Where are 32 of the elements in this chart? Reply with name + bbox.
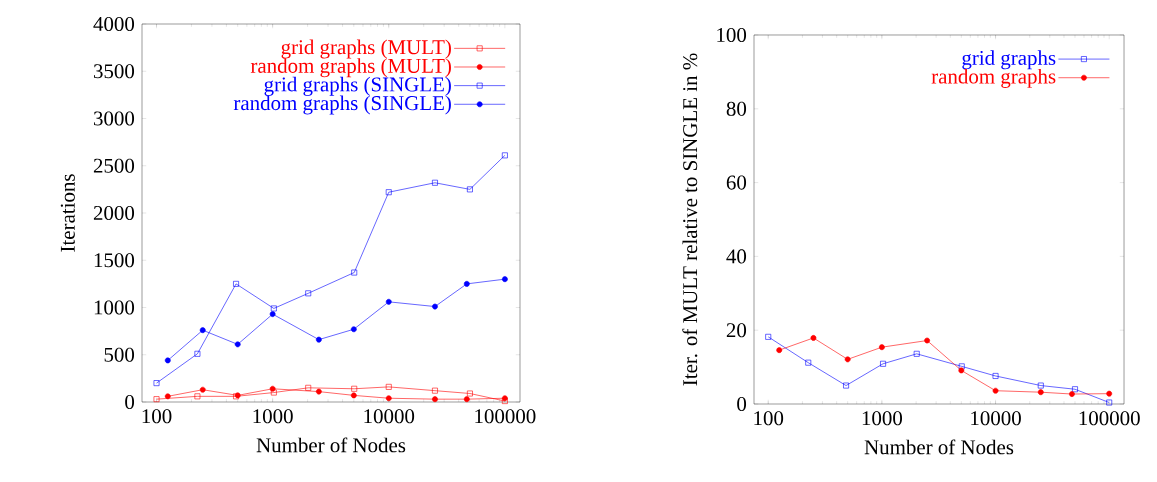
x-tick-label: 100 bbox=[142, 409, 172, 424]
y-tick-label: 2500 bbox=[93, 158, 135, 173]
legend-label: grid graphs (MULT) bbox=[281, 39, 451, 59]
y-axis-title: Iterations bbox=[60, 174, 75, 252]
y-tick-label: 100 bbox=[717, 27, 747, 43]
y-tick-label: 0 bbox=[737, 396, 747, 412]
y-tick-label: 500 bbox=[104, 347, 135, 362]
legend-label: grid graphs bbox=[962, 50, 1056, 70]
x-tick-label: 100000 bbox=[475, 409, 536, 424]
y-tick-label: 20 bbox=[726, 323, 747, 338]
y-tick-label: 60 bbox=[726, 175, 747, 190]
x-tick-label: 100 bbox=[754, 411, 784, 426]
y-tick-label: 3500 bbox=[93, 64, 135, 79]
y-tick-label: 40 bbox=[726, 249, 747, 264]
x-tick-label: 1000 bbox=[862, 411, 903, 426]
y-tick-label: 4000 bbox=[93, 16, 135, 32]
y-tick-label: 1500 bbox=[94, 253, 135, 268]
y-tick-label: 1000 bbox=[94, 300, 135, 315]
x-axis-title: Number of Nodes bbox=[256, 437, 406, 453]
legend-label: random graphs bbox=[931, 68, 1056, 88]
legend-label: random graphs (SINGLE) bbox=[233, 95, 451, 115]
x-tick-label: 1000 bbox=[253, 409, 293, 424]
x-tick-label: 100000 bbox=[1079, 411, 1140, 426]
y-tick-label: 0 bbox=[125, 394, 135, 410]
y-tick-label: 3000 bbox=[93, 111, 135, 126]
x-tick-label: 10000 bbox=[364, 409, 415, 424]
y-tick-label: 2000 bbox=[93, 205, 135, 221]
y-tick-label: 80 bbox=[726, 101, 747, 116]
x-tick-label: 10000 bbox=[971, 411, 1021, 426]
x-axis-title: Number of Nodes bbox=[864, 439, 1014, 455]
legend-label: grid graphs (SINGLE) bbox=[264, 76, 451, 96]
y-axis-title: Iter. of MULT relative to SINGLE in % bbox=[682, 53, 698, 386]
